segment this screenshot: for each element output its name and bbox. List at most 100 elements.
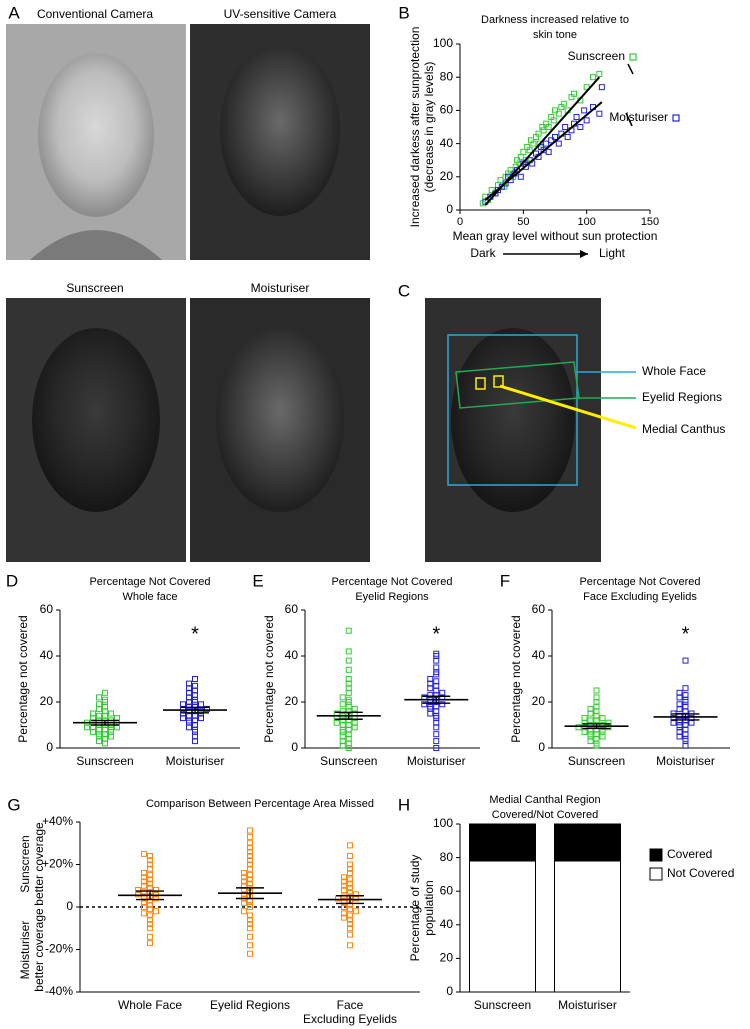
y-axis-label: Moisturiser [18, 921, 32, 980]
y-tick-label: -20% [45, 942, 73, 956]
data-point [540, 127, 547, 134]
data-point [545, 148, 552, 155]
data-point [536, 140, 543, 147]
x-tick-label: 100 [577, 216, 595, 228]
data-point [198, 708, 204, 715]
x-tick-label: Sunscreen [474, 998, 531, 1012]
data-point [147, 857, 153, 864]
data-point [192, 682, 198, 689]
data-point [507, 167, 514, 174]
data-point [247, 861, 253, 868]
data-point [247, 933, 253, 940]
data-point [535, 130, 542, 137]
data-point [198, 701, 204, 708]
y-tick-label: 40 [40, 648, 54, 662]
data-point [347, 906, 353, 913]
y-axis-label: Percentage of study [408, 855, 422, 962]
data-point [587, 705, 594, 712]
data-point [575, 724, 582, 731]
data-point [247, 950, 253, 957]
y-tick-label: 0 [291, 740, 298, 754]
data-point [571, 90, 577, 97]
chart-title: Covered/Not Covered [492, 809, 598, 821]
panel-label: E [252, 571, 263, 590]
data-point [345, 666, 352, 673]
legend-swatch [649, 848, 663, 862]
panel-label: C [398, 281, 410, 300]
y-tick-label: 40 [440, 136, 454, 150]
data-point [550, 117, 557, 124]
data-point [345, 676, 352, 682]
data-point [351, 705, 358, 712]
data-point [347, 884, 353, 891]
x-tick-label: Moisturiser [558, 998, 617, 1012]
chart-title: Percentage Not Covered [89, 576, 210, 588]
data-point [147, 880, 153, 887]
panel-label: G [7, 795, 20, 814]
data-point [598, 84, 605, 91]
data-point [347, 842, 353, 849]
legend-label: Covered [667, 847, 712, 861]
data-point [577, 124, 584, 130]
legend-marker [672, 114, 680, 122]
data-point [341, 910, 347, 917]
data-point [347, 880, 353, 887]
canthus-box [475, 377, 486, 390]
data-point [526, 147, 533, 154]
data-point [433, 731, 440, 738]
data-point [339, 708, 346, 715]
bar-segment [554, 860, 621, 993]
data-point [596, 70, 603, 77]
data-point [347, 876, 353, 883]
data-point [353, 908, 359, 915]
data-point [497, 177, 504, 184]
y-axis-label: Percentage not covered [16, 615, 30, 742]
legend-swatch [649, 867, 663, 881]
data-point [192, 676, 198, 682]
data-point [605, 719, 612, 726]
y-axis-label: (decrease in gray levels) [422, 62, 436, 193]
data-point [147, 865, 153, 872]
photo [6, 24, 186, 260]
legend-label: Moisturiser [609, 110, 668, 124]
data-point [560, 100, 567, 107]
data-point [347, 916, 353, 923]
data-point [345, 648, 352, 655]
data-point [517, 173, 524, 180]
data-point [488, 187, 495, 194]
legend-label: Sunscreen [568, 49, 625, 63]
x-tick-label: 0 [457, 216, 463, 228]
bar-segment [469, 823, 536, 862]
data-point [548, 137, 555, 144]
data-point [341, 882, 347, 889]
chart-title: Medial Canthal Region [489, 794, 600, 806]
data-point [596, 110, 603, 117]
data-point [247, 880, 253, 887]
data-point [241, 891, 247, 898]
x-tick-label: Moisturiser [656, 754, 715, 768]
data-point [682, 692, 689, 699]
y-tick-label: 0 [446, 202, 453, 216]
data-point [345, 627, 352, 634]
significance: * [682, 623, 690, 645]
data-point [147, 872, 153, 879]
bar-segment [554, 823, 621, 862]
canthus-box [493, 375, 504, 388]
data-point [564, 133, 571, 140]
y-tick-label: 60 [440, 883, 454, 897]
data-point [147, 861, 153, 868]
data-point [347, 861, 353, 868]
data-point [347, 925, 353, 932]
data-point [682, 685, 689, 692]
data-point [498, 183, 505, 190]
chart-title: Comparison Between Percentage Area Misse… [146, 798, 374, 810]
chart-title: skin tone [533, 29, 577, 41]
data-point [141, 874, 147, 881]
panel-label: F [500, 571, 510, 590]
data-point [147, 925, 153, 932]
y-tick-label: 60 [285, 602, 299, 616]
chart-title: Percentage Not Covered [331, 576, 452, 588]
chart-title: Whole face [122, 591, 177, 603]
data-point [347, 942, 353, 949]
data-point [102, 689, 108, 696]
